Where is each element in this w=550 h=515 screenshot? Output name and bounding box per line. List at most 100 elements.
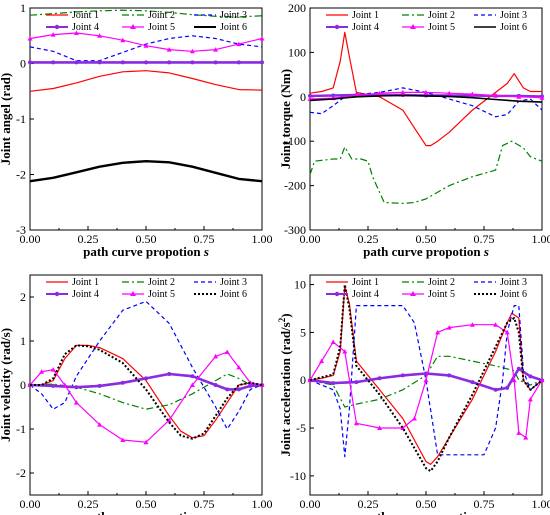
data-point	[377, 90, 383, 96]
y-tick-label: 0	[300, 90, 306, 104]
data-point	[190, 60, 195, 65]
chart-panel-2: 0.00 0.25 0.50 0.75 1.00 -300 -200 -100 0 100 200 p…	[278, 1, 550, 259]
legend-label: Joint 1	[352, 10, 379, 21]
series-line-joint-3	[29, 300, 263, 430]
data-point	[259, 36, 265, 41]
legend-label: Joint 2	[148, 10, 175, 21]
legend-label: Joint 2	[148, 277, 175, 288]
legend-marker	[130, 24, 136, 29]
data-point	[505, 385, 510, 390]
series-line-joint-2	[309, 355, 543, 408]
data-point	[28, 60, 32, 65]
data-point	[523, 435, 529, 440]
x-tick-label: 1.00	[532, 232, 550, 246]
series-line-joint-1	[30, 344, 263, 439]
data-point	[400, 425, 406, 431]
series-line-joint-1	[309, 31, 542, 147]
data-point	[51, 60, 56, 65]
x-tick-label: 0.25	[358, 232, 379, 246]
legend-label: Joint 5	[428, 22, 455, 33]
data-point	[213, 47, 219, 52]
legend-label: Joint 5	[148, 289, 175, 300]
data-point	[62, 382, 68, 387]
y-tick-label: -1	[16, 112, 26, 126]
data-point	[354, 380, 359, 385]
y-tick-label: -200	[284, 179, 306, 193]
y-tick-label: 0	[20, 378, 26, 392]
series-line-joint-2	[309, 140, 543, 204]
data-point	[73, 30, 79, 35]
x-axis-label: path curve propotion s	[83, 244, 209, 259]
data-point	[330, 339, 336, 344]
data-point	[166, 47, 172, 52]
chart-panel-3: 0.00 0.25 0.50 0.75 1.00 -2 -1 0 1 2 path curve pr…	[0, 274, 273, 515]
data-point	[236, 387, 241, 392]
y-tick-label: 2	[20, 290, 26, 304]
y-axis-label: Joint torque (Nm)	[278, 69, 293, 169]
legend-label: Joint 5	[148, 22, 175, 33]
data-point	[423, 377, 429, 383]
x-tick-label: 1.00	[252, 232, 273, 246]
data-point	[353, 420, 359, 426]
data-point	[144, 60, 148, 65]
data-point	[120, 437, 126, 442]
data-point	[539, 95, 545, 100]
legend-marker	[130, 291, 136, 296]
x-axis-label: path curve propotion s	[363, 244, 489, 259]
data-point	[377, 376, 382, 381]
legend-marker	[410, 24, 416, 29]
legend-marker	[410, 291, 416, 296]
data-point	[504, 329, 510, 335]
data-point	[120, 37, 126, 43]
data-point	[470, 380, 475, 385]
x-tick-label: 0.50	[136, 232, 157, 246]
series-line-joint-5	[29, 32, 263, 52]
legend-label: Joint 4	[352, 22, 379, 33]
y-tick-label: -5	[296, 421, 306, 435]
legend-label: Joint 6	[500, 289, 527, 300]
data-point	[493, 322, 499, 327]
legend-label: Joint 4	[72, 289, 99, 300]
x-tick-label: 0.50	[136, 497, 157, 511]
data-point	[50, 367, 56, 372]
data-point	[189, 48, 195, 54]
data-point	[167, 372, 172, 376]
y-axis-label: Joint angel (rad)	[0, 73, 13, 165]
data-point	[423, 89, 429, 95]
data-point	[446, 325, 452, 330]
y-tick-label: 0	[300, 373, 306, 387]
series-line-joint-1	[29, 70, 263, 92]
legend-marker	[54, 291, 60, 297]
data-point	[446, 90, 452, 96]
data-point	[27, 36, 33, 41]
data-point	[74, 385, 79, 390]
data-point	[260, 60, 264, 65]
x-tick-label: 0.75	[194, 232, 215, 246]
data-point	[248, 383, 253, 388]
y-tick-label: 5	[300, 325, 306, 339]
data-point	[236, 41, 242, 47]
x-tick-label: 1.00	[532, 497, 550, 511]
x-axis-label: path curve propotion s	[363, 509, 489, 515]
data-point	[435, 329, 441, 335]
data-point	[39, 369, 45, 374]
legend-label: Joint 2	[428, 10, 455, 21]
x-tick-label: 0.25	[78, 232, 99, 246]
x-tick-label: 0.75	[194, 497, 215, 511]
series-line-joint-2	[29, 9, 263, 18]
data-point	[469, 91, 475, 97]
y-tick-label: 1	[20, 1, 26, 15]
legend-label: Joint 2	[428, 277, 455, 288]
x-tick-label: 0.50	[416, 497, 437, 511]
chart-panel-1: 0.00 0.25 0.50 0.75 1.00 -3 -2 -1 0 1 path curve p…	[0, 1, 273, 259]
y-tick-label: 10	[294, 278, 306, 292]
x-tick-label: 0.50	[416, 232, 437, 246]
data-point	[213, 60, 218, 65]
data-point	[97, 422, 103, 427]
data-point	[400, 373, 405, 378]
data-point	[97, 33, 103, 38]
series-line-joint-4	[29, 372, 263, 391]
chart-panel-4: 0.00 0.25 0.50 0.75 1.00 -10 -5 0 5 10 path curve …	[277, 274, 550, 515]
data-point	[190, 374, 195, 379]
data-point	[511, 377, 517, 383]
